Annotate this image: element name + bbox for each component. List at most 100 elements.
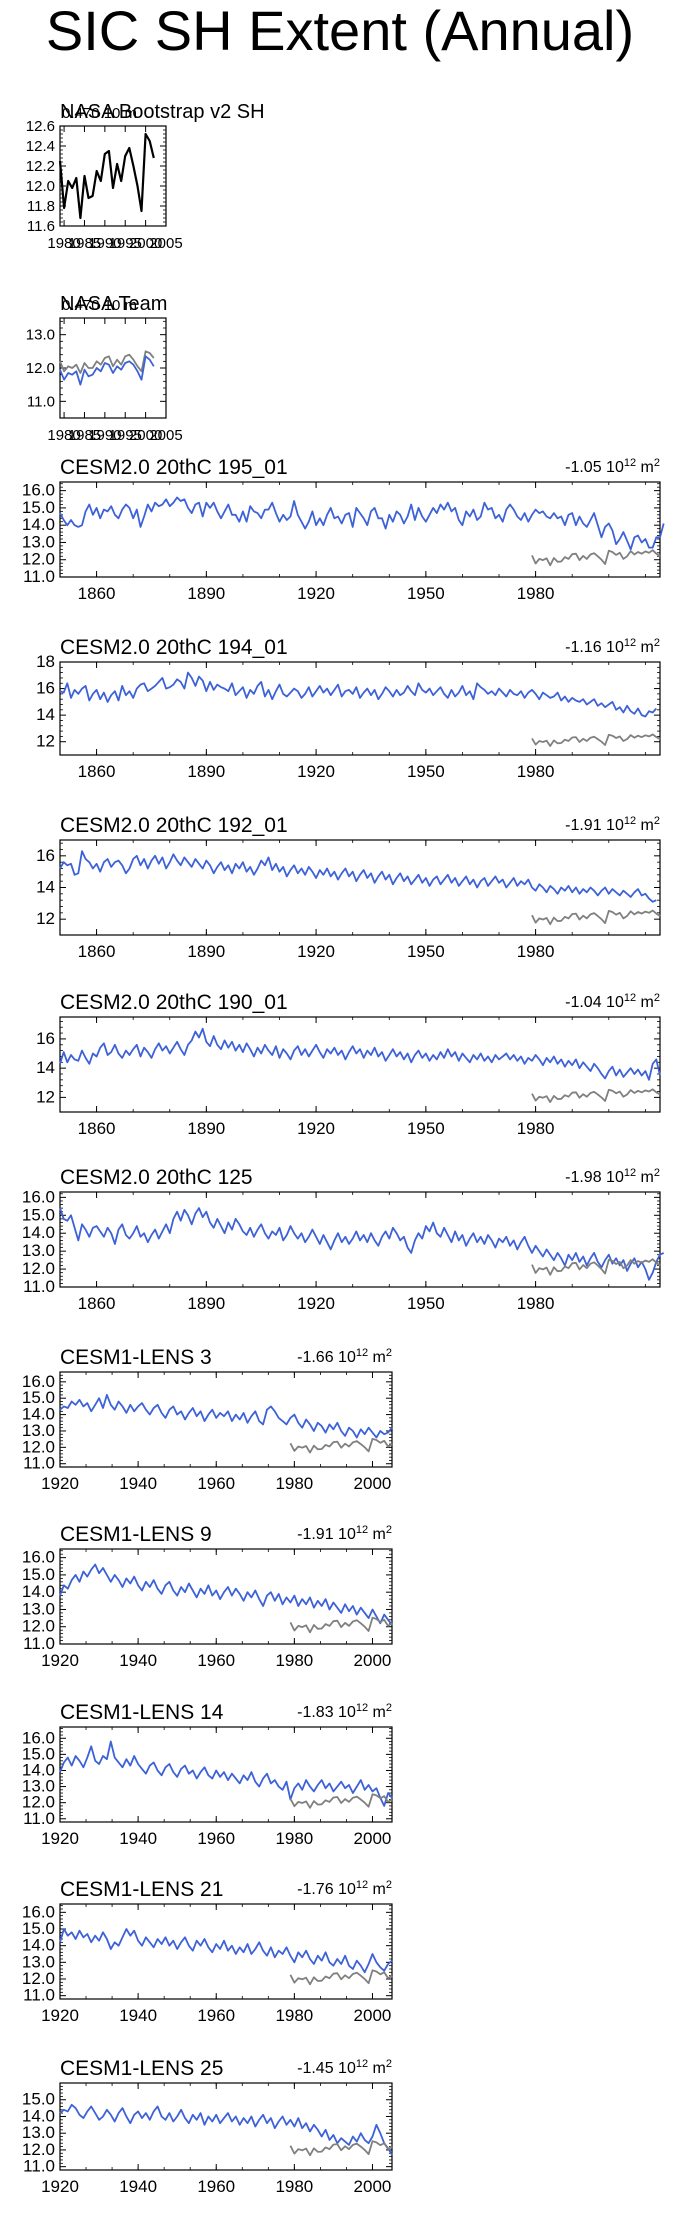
x-tick-label: 1860 xyxy=(78,1294,116,1313)
y-tick-label: 12.6 xyxy=(26,118,55,135)
trend-label: -1.66 1012 m2 xyxy=(297,1347,392,1366)
panel-title: CESM2.0 20thC 194_01 xyxy=(60,636,288,659)
x-tick-label: 1980 xyxy=(275,2006,313,2025)
series-line-nasa-bootstrap xyxy=(289,2140,393,2157)
x-tick-label: 1920 xyxy=(297,942,335,961)
x-tick-label: 1950 xyxy=(407,762,445,781)
trend-label: -1.05 1012 m2 xyxy=(565,457,660,476)
panel-title: CESM1-LENS 3 xyxy=(60,1346,212,1369)
plot-frame xyxy=(59,317,167,419)
x-tick-label: 1920 xyxy=(297,762,335,781)
x-tick-label: 2000 xyxy=(129,427,162,444)
y-tick-label: 11.0 xyxy=(23,1454,55,1473)
y-tick-label: 11.0 xyxy=(23,1277,55,1296)
x-tick-label: 1890 xyxy=(187,584,225,603)
panel-4: CESM2.0 20thC 194_01 -1.16 1012 m2 12 14 16 1… xyxy=(36,636,661,781)
x-tick-label: 1890 xyxy=(187,1294,225,1313)
y-tick-label: 13.0 xyxy=(22,1777,55,1796)
panel-9: CESM1-LENS 9 -1.91 1012 m2 11.012.013.014.… xyxy=(22,1523,393,1670)
series-line-model xyxy=(59,2103,393,2156)
y-tick-label: 12.0 xyxy=(22,1259,55,1278)
x-tick-label: 1980 xyxy=(517,942,555,961)
plot-frame xyxy=(59,1371,393,1468)
panel-title: CESM1-LENS 25 xyxy=(60,2057,223,2080)
y-tick-label: 14.0 xyxy=(22,515,55,534)
y-tick-label: 14 xyxy=(36,878,55,897)
x-tick-label: 1920 xyxy=(41,1474,79,1493)
y-tick-label: 16.0 xyxy=(22,1372,55,1391)
plot-frame xyxy=(59,1903,393,2000)
y-tick-label: 12.0 xyxy=(22,550,55,569)
plot-frame xyxy=(59,1726,393,1823)
y-tick-label: 11.8 xyxy=(27,198,55,215)
y-tick-label: 14.0 xyxy=(22,1223,55,1242)
series-line-model xyxy=(59,1740,393,1807)
y-tick-label: 16.0 xyxy=(22,1728,55,1747)
plot-frame xyxy=(59,2082,393,2171)
y-tick-label: 14.0 xyxy=(22,1760,55,1779)
y-tick-label: 12.0 xyxy=(22,1969,55,1988)
y-tick-label: 16.0 xyxy=(22,1187,55,1206)
x-tick-label: 1960 xyxy=(197,2006,235,2025)
panel-title: CESM2.0 20thC 190_01 xyxy=(60,991,288,1014)
plot-frame xyxy=(59,481,661,578)
x-tick-label: 1950 xyxy=(407,942,445,961)
x-tick-label: 1980 xyxy=(47,427,80,444)
x-tick-label: 2000 xyxy=(354,1651,392,1670)
overlay-units-label: 0.470 10 m xyxy=(62,105,137,122)
y-tick-label: 16 xyxy=(36,679,55,698)
y-tick-label: 12 xyxy=(36,732,55,751)
x-tick-label: 1980 xyxy=(517,1294,555,1313)
y-tick-label: 12.0 xyxy=(26,178,55,195)
x-tick-label: 1920 xyxy=(297,584,335,603)
y-tick-label: 14.0 xyxy=(22,1582,55,1601)
x-tick-label: 1860 xyxy=(78,584,116,603)
y-tick-label: 14 xyxy=(36,1058,55,1077)
y-tick-label: 12.0 xyxy=(22,1617,55,1636)
x-tick-label: 1920 xyxy=(297,1119,335,1138)
y-tick-label: 11.0 xyxy=(27,393,55,410)
panel-3: CESM2.0 20thC 195_01 -1.05 1012 m2 11.012.… xyxy=(22,456,665,603)
x-tick-label: 1860 xyxy=(78,942,116,961)
x-tick-label: 1990 xyxy=(88,235,121,252)
x-tick-label: 2000 xyxy=(129,235,162,252)
series-line-model xyxy=(59,1928,393,1974)
trend-label: -1.83 1012 m2 xyxy=(297,1702,392,1721)
y-tick-label: 14 xyxy=(36,705,55,724)
panel-title: CESM1-LENS 9 xyxy=(60,1523,212,1546)
plot-frame xyxy=(59,661,661,756)
x-tick-label: 1960 xyxy=(197,1829,235,1848)
y-tick-label: 16.0 xyxy=(22,481,55,500)
y-tick-label: 16.0 xyxy=(22,1548,55,1567)
y-tick-label: 11.0 xyxy=(23,1634,55,1653)
x-tick-label: 1920 xyxy=(297,1294,335,1313)
y-tick-label: 18 xyxy=(36,652,55,671)
y-tick-label: 13.0 xyxy=(22,532,55,551)
panel-title: NASA Team xyxy=(60,293,167,315)
x-tick-label: 1980 xyxy=(47,235,80,252)
trend-label: -1.91 1012 m2 xyxy=(565,815,660,834)
panel-6: CESM2.0 20thC 190_01 -1.04 1012 m2 12 14 16 1… xyxy=(36,991,661,1138)
series-line-nasa-bootstrap xyxy=(289,1616,393,1634)
x-tick-label: 2000 xyxy=(354,2006,392,2025)
x-tick-label: 2000 xyxy=(354,2177,392,2196)
panel-1: NASA Bootstrap v2 SH0.470 10 m 11.6 11.8 12… xyxy=(26,101,265,252)
y-tick-label: 11.0 xyxy=(23,1986,55,2005)
x-tick-label: 1980 xyxy=(517,1119,555,1138)
y-tick-label: 15.0 xyxy=(22,1919,55,1938)
series-line-nasa-bootstrap xyxy=(289,1969,393,1986)
y-tick-label: 13.0 xyxy=(22,2123,55,2142)
y-tick-label: 15.0 xyxy=(22,1744,55,1763)
series-line-model xyxy=(59,850,657,903)
x-tick-label: 1995 xyxy=(109,427,142,444)
panel-title: NASA Bootstrap v2 SH xyxy=(60,101,265,123)
series-line-model xyxy=(59,1394,393,1439)
series-line-nasa-bootstrap xyxy=(531,733,661,747)
series-line-nasa-bootstrap-v2-sh xyxy=(58,132,155,220)
x-tick-label: 1980 xyxy=(275,1474,313,1493)
y-tick-label: 15.0 xyxy=(22,1205,55,1224)
x-tick-label: 1950 xyxy=(407,1294,445,1313)
y-tick-label: 11.0 xyxy=(23,1809,55,1828)
y-tick-label: 12.2 xyxy=(26,158,55,175)
